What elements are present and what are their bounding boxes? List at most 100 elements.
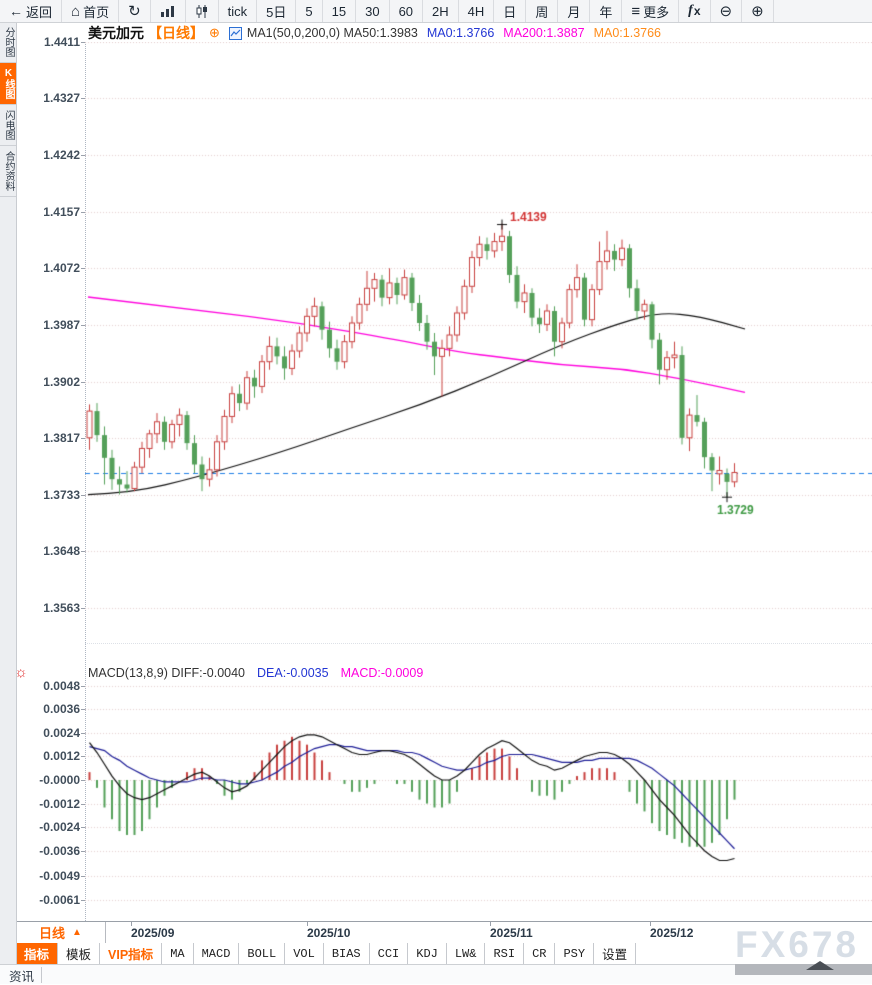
price-axis-label: 1.4327 bbox=[43, 91, 80, 106]
macd-axis-tick bbox=[81, 756, 86, 758]
period-label: 【日线】 bbox=[148, 25, 204, 41]
price-axis-label: 1.3817 bbox=[43, 431, 80, 446]
toolbar-item-weekly[interactable]: 周 bbox=[526, 0, 559, 22]
toolbar-item-zoom-in[interactable]: ⊕ bbox=[742, 0, 774, 22]
sidebar-tab-contract-info[interactable]: 合约资料 bbox=[0, 146, 16, 197]
toolbar-item-5day[interactable]: 5日 bbox=[257, 0, 297, 22]
macd-axis-label: -0.0061 bbox=[39, 892, 80, 907]
x-axis-tick bbox=[131, 922, 132, 926]
pane-separator bbox=[85, 643, 872, 644]
toolbar-item-15min[interactable]: 15 bbox=[323, 0, 357, 22]
macd-axis-tick bbox=[81, 803, 86, 805]
indicator-tab-MACD[interactable]: MACD bbox=[194, 943, 240, 964]
indicator-tab-MA[interactable]: MA bbox=[162, 943, 194, 964]
indicator-tab-BIAS[interactable]: BIAS bbox=[324, 943, 370, 964]
macd-chart-canvas[interactable] bbox=[85, 678, 872, 914]
indicator-tab-模板[interactable]: 模板 bbox=[58, 943, 101, 964]
price-axis-label: 1.3902 bbox=[43, 374, 80, 389]
price-axis-tick bbox=[81, 325, 86, 326]
sidebar-tab-lightning-chart[interactable]: 闪电图 bbox=[0, 105, 16, 146]
x-axis-row: 日线 ▲ 2025/09 2025/10 2025/11 2025/12 bbox=[16, 921, 872, 944]
toolbar-item-2h[interactable]: 2H bbox=[423, 0, 459, 22]
price-axis-label: 1.4072 bbox=[43, 261, 80, 276]
x-axis-month-label: 2025/12 bbox=[650, 926, 694, 940]
macd-axis-label: 0.0036 bbox=[43, 702, 80, 717]
macd-axis-label: -0.0000 bbox=[39, 773, 80, 787]
toolbar-item-candle-mode[interactable] bbox=[186, 0, 219, 22]
indicator-tab-KDJ[interactable]: KDJ bbox=[408, 943, 447, 964]
indicator-tab-VOL[interactable]: VOL bbox=[285, 943, 324, 964]
toolbar-item-60min[interactable]: 60 bbox=[390, 0, 424, 22]
x-axis-month-label: 2025/11 bbox=[490, 926, 533, 940]
price-axis-label: 1.3987 bbox=[43, 318, 80, 332]
toolbar-item-30min[interactable]: 30 bbox=[356, 0, 390, 22]
x-axis-tick bbox=[650, 922, 651, 926]
macd-axis-label: -0.0036 bbox=[39, 843, 80, 858]
macd-axis-label: -0.0012 bbox=[39, 796, 80, 811]
price-axis-tick bbox=[81, 268, 86, 270]
tab-news[interactable]: 资讯 bbox=[2, 967, 43, 984]
toolbar-item-monthly[interactable]: 月 bbox=[558, 0, 591, 22]
toolbar-item-refresh[interactable]: ↻ bbox=[119, 0, 151, 22]
macd-title: MACD(13,8,9) DIFF:-0.0040 bbox=[88, 666, 246, 680]
triangle-up-icon: ▲ bbox=[72, 927, 82, 938]
toolbar-item-yearly[interactable]: 年 bbox=[590, 0, 623, 22]
macd-axis-tick bbox=[81, 876, 86, 878]
price-axis-tick bbox=[81, 42, 86, 43]
macd-axis-label: 0.0024 bbox=[43, 725, 80, 740]
toolbar-item-home[interactable]: ⌂ 首页 bbox=[62, 0, 120, 22]
sidebar-tab-candle-chart[interactable]: K线图 bbox=[0, 63, 16, 105]
macd-axis-tick bbox=[81, 850, 86, 852]
chart-type-icon[interactable] bbox=[228, 26, 242, 40]
macd-axis-tick bbox=[81, 780, 86, 781]
price-axis-tick bbox=[81, 211, 86, 213]
toolbar-item-tick[interactable]: tick bbox=[219, 0, 258, 22]
bottom-bar: 资讯 bbox=[0, 964, 872, 984]
toolbar-item-zoom-out[interactable]: ⊖ bbox=[711, 0, 743, 22]
indicator-tab-CCI[interactable]: CCI bbox=[370, 943, 409, 964]
indicator-tab-VIP指标[interactable]: VIP指标 bbox=[100, 943, 163, 964]
ma200-label: MA200:1.3887 bbox=[503, 26, 585, 40]
toolbar-item-more[interactable]: ≡ 更多 bbox=[622, 0, 680, 22]
collapse-up-arrow[interactable] bbox=[806, 961, 834, 970]
macd-axis-tick bbox=[81, 827, 86, 829]
toolbar-item-5min[interactable]: 5 bbox=[296, 0, 323, 22]
indicator-tab-CR[interactable]: CR bbox=[524, 943, 556, 964]
horizontal-scrollbar[interactable] bbox=[735, 964, 872, 975]
macd-axis-label: -0.0024 bbox=[39, 820, 80, 835]
ma-settings-label: MA1(50,0,200,0) MA50:1.3983 bbox=[246, 26, 418, 40]
price-axis-label: 1.4157 bbox=[43, 204, 80, 219]
period-selector-button[interactable]: 日线 ▲ bbox=[16, 922, 106, 944]
indicator-tab-LW&[interactable]: LW& bbox=[447, 943, 486, 964]
sidebar-tab-time-chart[interactable]: 分时图 bbox=[0, 22, 16, 63]
x-axis-month-label: 2025/09 bbox=[131, 926, 175, 940]
macd-axis-tick bbox=[81, 899, 86, 901]
macd-axis-label: 0.0048 bbox=[43, 678, 80, 693]
toolbar-item-daily[interactable]: 日 bbox=[494, 0, 527, 22]
add-indicator-icon[interactable]: ⊕ bbox=[209, 25, 220, 40]
price-axis-tick bbox=[81, 98, 86, 100]
indicator-tab-BOLL[interactable]: BOLL bbox=[239, 943, 286, 964]
price-axis-tick bbox=[81, 494, 86, 496]
price-axis-tick bbox=[81, 381, 86, 383]
toolbar: ← 返回 ⌂ 首页 ↻ tick 5日 5 15 30 60 2H 4H 日周月年 ≡ 更多 f x ⊖ ⊕ bbox=[0, 0, 872, 23]
price-axis-label: 1.3563 bbox=[43, 601, 80, 615]
macd-axis-tick bbox=[81, 709, 86, 711]
indicator-tab-PSY[interactable]: PSY bbox=[555, 943, 595, 964]
indicator-tab-指标[interactable]: 指标 bbox=[16, 943, 59, 964]
macd-settings-icon[interactable]: ☼ bbox=[14, 664, 28, 681]
price-axis-tick bbox=[81, 154, 86, 156]
toolbar-item-4h[interactable]: 4H bbox=[459, 0, 495, 22]
macd-axis-label: 0.0012 bbox=[43, 749, 80, 764]
toolbar-item-line-chart-mode[interactable] bbox=[151, 0, 186, 22]
indicator-tab-设置[interactable]: 设置 bbox=[594, 943, 637, 964]
price-chart-canvas[interactable] bbox=[85, 42, 872, 643]
toolbar-item-back[interactable]: ← 返回 bbox=[0, 0, 63, 22]
indicator-tabs: 指标 模板 VIP指标 MA MACD BOLL VOL BIAS CCI KDJ LW& RSI CR… bbox=[16, 943, 637, 964]
macd-hist-label: MACD:-0.0009 bbox=[340, 666, 424, 680]
x-axis-tick bbox=[490, 922, 491, 926]
macd-axis-label: -0.0049 bbox=[39, 869, 80, 884]
indicator-tab-RSI[interactable]: RSI bbox=[485, 943, 525, 964]
period-selector-label: 日线 bbox=[39, 926, 66, 941]
